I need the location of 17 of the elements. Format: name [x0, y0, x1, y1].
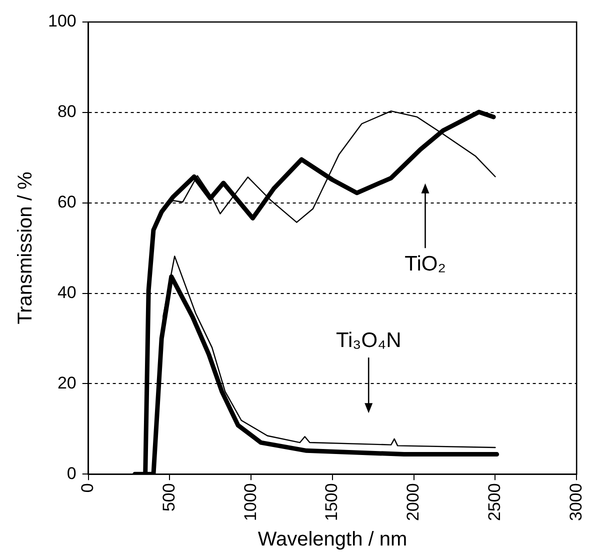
annotation: Ti₃O₄N — [336, 328, 402, 352]
x-tick-label: 500 — [159, 483, 178, 512]
x-tick-label: 2000 — [404, 483, 423, 522]
y-tick-label: 0 — [66, 464, 76, 483]
x-tick-label: 3000 — [566, 483, 586, 522]
y-axis-title: Transmission / % — [14, 172, 37, 324]
y-tick-label: 100 — [48, 12, 76, 31]
y-tick-label: 80 — [57, 102, 76, 122]
annotation: TiO₂ — [404, 252, 446, 276]
x-tick-label: 1000 — [240, 483, 260, 522]
y-tick-label: 40 — [57, 282, 76, 302]
x-tick-label: 2500 — [484, 483, 504, 522]
x-tick-label: 0 — [78, 483, 98, 493]
y-tick-label: 60 — [57, 192, 76, 212]
y-tick-label: 20 — [57, 373, 76, 392]
x-axis-title: Wavelength / nm — [258, 528, 408, 551]
x-tick-label: 1500 — [322, 483, 342, 522]
